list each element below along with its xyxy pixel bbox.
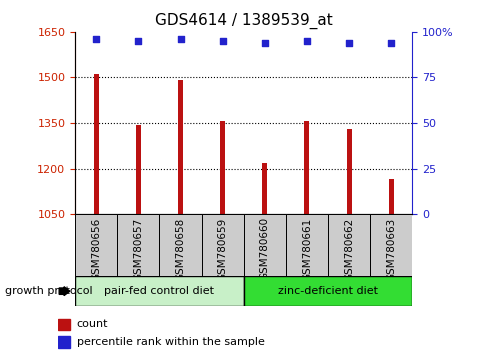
Bar <box>243 214 285 276</box>
Point <box>302 38 310 44</box>
Text: zinc-deficient diet: zinc-deficient diet <box>277 286 377 296</box>
Bar <box>262 162 267 214</box>
Bar <box>369 214 411 276</box>
Point <box>218 38 226 44</box>
Bar <box>243 276 411 306</box>
Text: count: count <box>76 319 108 329</box>
Point <box>345 40 352 46</box>
Point <box>387 40 394 46</box>
Bar <box>327 214 369 276</box>
Bar <box>75 276 243 306</box>
Bar <box>178 80 182 214</box>
Text: GSM780663: GSM780663 <box>385 217 395 280</box>
Point <box>92 36 100 42</box>
Text: pair-fed control diet: pair-fed control diet <box>104 286 214 296</box>
Text: growth protocol: growth protocol <box>5 286 92 296</box>
Bar <box>136 125 141 214</box>
Bar <box>58 319 70 330</box>
Bar <box>201 214 243 276</box>
Bar <box>388 179 393 214</box>
Text: percentile rank within the sample: percentile rank within the sample <box>76 337 264 347</box>
Bar <box>117 214 159 276</box>
Bar <box>304 121 309 214</box>
Bar <box>220 121 225 214</box>
Text: GSM780659: GSM780659 <box>217 217 227 280</box>
Text: GSM780657: GSM780657 <box>133 217 143 280</box>
Title: GDS4614 / 1389539_at: GDS4614 / 1389539_at <box>154 13 332 29</box>
Point <box>134 38 142 44</box>
Text: GSM780658: GSM780658 <box>175 217 185 280</box>
Bar <box>75 214 117 276</box>
Text: GSM780660: GSM780660 <box>259 217 269 280</box>
Point <box>176 36 184 42</box>
Text: GSM780656: GSM780656 <box>91 217 101 280</box>
Text: GSM780661: GSM780661 <box>302 217 311 280</box>
Bar <box>159 214 201 276</box>
Point <box>260 40 268 46</box>
Bar <box>285 214 327 276</box>
Bar <box>346 129 351 214</box>
Bar <box>93 74 99 214</box>
Bar <box>58 336 70 348</box>
Text: GSM780662: GSM780662 <box>343 217 353 280</box>
